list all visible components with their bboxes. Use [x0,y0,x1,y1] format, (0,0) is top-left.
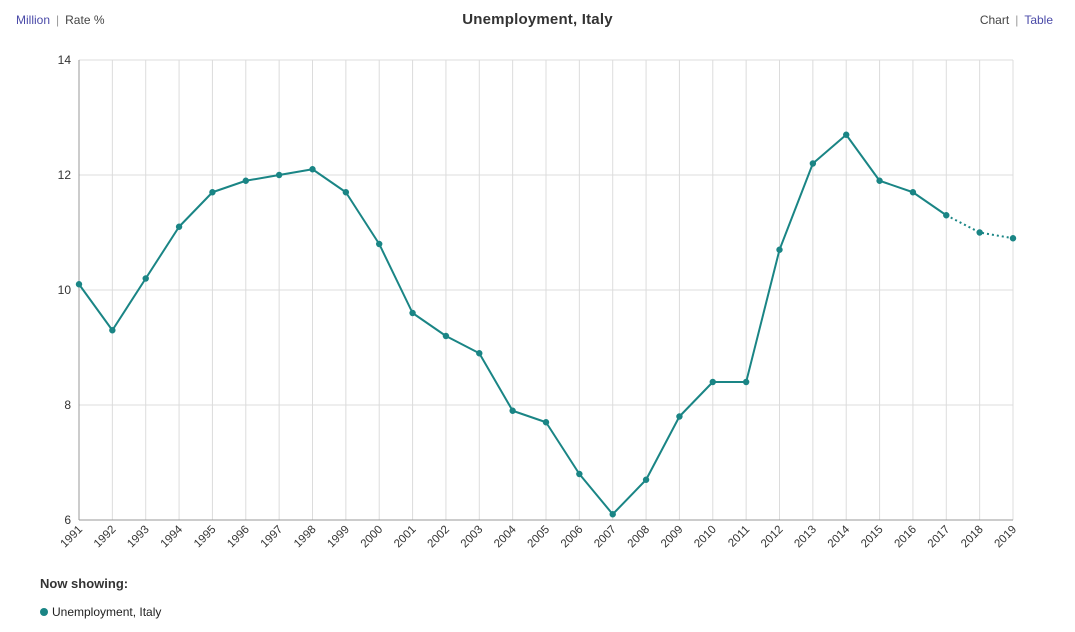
x-tick-label: 1992 [92,524,119,551]
rate-option[interactable]: Rate % [65,13,105,27]
x-tick-label: 2017 [926,524,953,551]
units-toggle: Million | Rate % [16,13,105,27]
data-point[interactable] [376,240,383,248]
y-tick-label: 6 [64,513,71,527]
data-point[interactable] [709,378,716,386]
x-tick-label: 1998 [292,524,319,551]
table-view-option[interactable]: Table [1024,13,1053,27]
data-point[interactable] [542,419,550,426]
x-tick-label: 2006 [559,524,586,551]
x-tick-label: 2012 [759,524,786,551]
x-tick-label: 2018 [959,524,986,551]
x-tick-label: 1999 [325,524,352,551]
x-tick-label: 2004 [492,523,519,550]
x-tick-label: 1991 [59,524,86,551]
data-point[interactable] [843,131,850,138]
data-point[interactable] [509,407,516,414]
data-point[interactable] [442,332,450,340]
data-point[interactable] [409,309,416,317]
data-point[interactable] [909,189,917,196]
x-tick-label: 1993 [125,524,152,551]
x-tick-label: 1995 [192,524,219,551]
x-tick-label: 2016 [892,524,919,551]
view-toggle: Chart | Table [980,13,1053,27]
data-point[interactable] [142,275,149,282]
x-tick-label: 1996 [225,524,252,551]
y-tick-label: 14 [58,53,72,67]
data-point[interactable] [309,166,316,173]
data-point[interactable] [1009,235,1017,242]
data-point[interactable] [242,177,249,184]
data-point[interactable] [776,246,783,253]
x-tick-label: 1994 [159,523,186,550]
data-point[interactable] [109,327,116,334]
x-tick-label: 2002 [425,524,452,551]
x-tick-label: 2013 [792,524,819,551]
data-point[interactable] [209,189,216,196]
legend-item-unemployment-italy[interactable]: Unemployment, Italy [40,605,161,619]
data-point[interactable] [75,281,83,288]
x-tick-label: 2019 [993,524,1020,551]
x-tick-label: 2011 [726,524,752,550]
data-point[interactable] [742,378,750,386]
legend-marker-icon [40,608,48,616]
data-point[interactable] [809,160,817,167]
x-tick-label: 2015 [859,524,886,551]
x-tick-label: 2005 [526,524,553,551]
line-chart: 6 8 10 12 14 1991 1992 1993 1994 1995 1996 1997 1998… [58,53,1020,551]
chart-title: Unemployment, Italy [462,11,613,28]
legend: Now showing: Unemployment, Italy [40,576,161,619]
data-point[interactable] [976,229,983,236]
data-point[interactable] [943,212,950,219]
data-point[interactable] [609,511,616,518]
y-tick-label: 10 [58,283,72,297]
y-tick-label: 12 [58,168,72,182]
x-tick-label: 2014 [826,523,853,550]
legend-title: Now showing: [40,576,129,591]
legend-item-label: Unemployment, Italy [52,605,162,619]
x-tick-label: 2010 [692,524,719,551]
x-tick-label: 2009 [659,524,686,551]
data-point[interactable] [342,189,350,196]
data-point[interactable] [275,171,283,179]
million-option[interactable]: Million [16,13,51,27]
units-separator: | [56,13,60,27]
data-point[interactable] [476,350,483,357]
x-tick-label: 2001 [392,524,419,551]
data-point[interactable] [175,223,183,230]
view-separator: | [1015,13,1019,27]
data-point[interactable] [576,470,583,478]
data-point[interactable] [876,177,883,184]
data-point[interactable] [676,413,683,420]
x-tick-label: 2000 [359,524,386,551]
x-tick-label: 1997 [259,524,286,551]
x-tick-label: 2008 [626,524,653,551]
x-tick-label: 2003 [459,524,486,551]
y-tick-label: 8 [64,398,71,412]
x-tick-label: 2007 [592,524,619,551]
chart-view-option[interactable]: Chart [979,13,1010,27]
chart-header: Million | Rate % Unemployment, Italy Chart… [0,0,1075,40]
data-point[interactable] [642,476,650,483]
series-line-projected [945,214,1014,240]
